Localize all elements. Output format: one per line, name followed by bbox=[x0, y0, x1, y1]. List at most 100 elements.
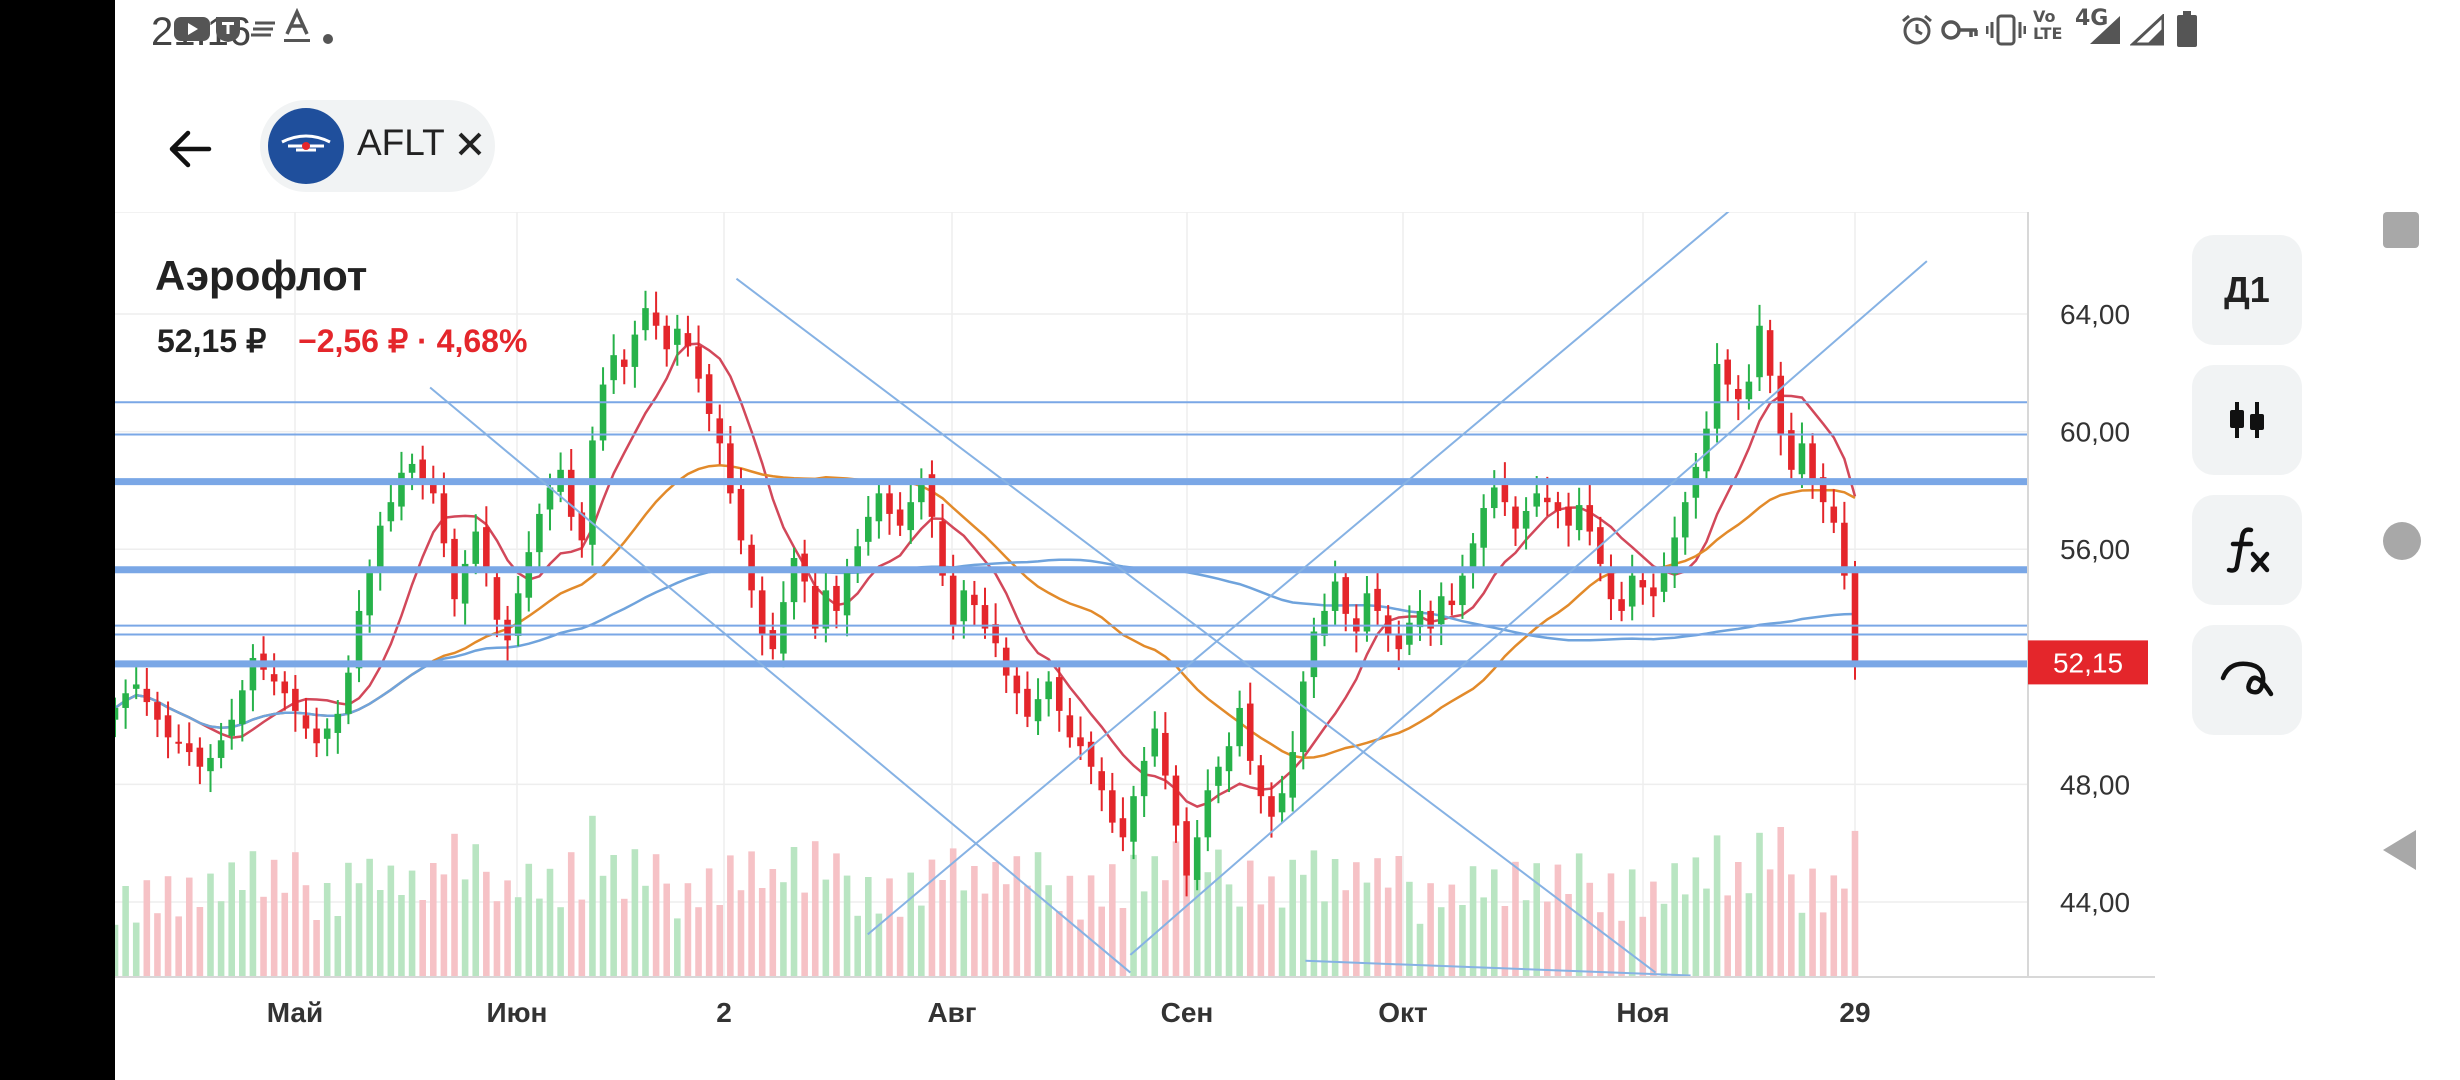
volume-bar bbox=[1448, 884, 1456, 977]
candle-body bbox=[822, 590, 830, 629]
volume-bar bbox=[376, 890, 384, 977]
candle-body bbox=[1087, 741, 1095, 767]
chart-area[interactable]: Май Июн 2 Авг Сен Окт Ноя 29 64,00 60,00 56,00 48,0… bbox=[115, 212, 2155, 1080]
volume-bar bbox=[1193, 844, 1201, 977]
candle-body bbox=[1490, 487, 1498, 509]
indicators-button[interactable] bbox=[2192, 495, 2302, 605]
volume-bar bbox=[1544, 901, 1551, 977]
candle-body bbox=[1331, 581, 1339, 611]
volume-bar bbox=[154, 913, 161, 977]
candle-body bbox=[1268, 796, 1275, 817]
volume-bar bbox=[1671, 863, 1678, 977]
candle-body bbox=[1724, 359, 1731, 385]
candlestick-chart[interactable]: Май Июн 2 Авг Сен Окт Ноя 29 64,00 60,00 56,00 48,0… bbox=[115, 212, 2155, 1080]
candle-body bbox=[811, 585, 819, 629]
candle-body bbox=[1459, 575, 1466, 606]
signal-4g-icon bbox=[2087, 14, 2121, 54]
candle-body bbox=[1851, 571, 1859, 663]
candle-body bbox=[716, 418, 724, 444]
volume-bar bbox=[270, 859, 278, 977]
recents-button[interactable] bbox=[2383, 212, 2419, 248]
volume-bar bbox=[1119, 908, 1127, 977]
time-axis-background bbox=[115, 978, 2155, 1080]
back-button[interactable] bbox=[155, 114, 225, 184]
candle-body bbox=[1374, 588, 1381, 611]
volume-bar bbox=[1416, 923, 1424, 977]
volume-bar bbox=[1798, 912, 1806, 977]
candle-body bbox=[1618, 599, 1625, 611]
volume-bar bbox=[1841, 888, 1848, 977]
candle-body bbox=[132, 684, 140, 689]
volume-bar bbox=[1183, 874, 1190, 977]
candle-body bbox=[1257, 765, 1265, 797]
volume-bar bbox=[939, 880, 946, 977]
volume-bar bbox=[811, 841, 819, 977]
period-button[interactable]: Д1 bbox=[2192, 235, 2302, 345]
candle-body bbox=[1469, 543, 1477, 572]
drawing-tools-button[interactable] bbox=[2192, 625, 2302, 735]
volume-bar bbox=[610, 855, 617, 977]
volume-bar bbox=[620, 898, 628, 977]
volume-bar bbox=[1851, 830, 1859, 977]
candle-body bbox=[960, 590, 968, 622]
candle-body bbox=[472, 531, 480, 564]
candle-body bbox=[313, 728, 320, 744]
volume-bar bbox=[695, 907, 702, 977]
candle-body bbox=[642, 308, 649, 331]
candle-body bbox=[918, 478, 925, 503]
volume-bar bbox=[1140, 891, 1148, 977]
candle-body bbox=[1777, 375, 1785, 435]
volume-bar bbox=[1066, 875, 1074, 977]
trend-line bbox=[429, 386, 1131, 974]
volume-bar bbox=[642, 885, 649, 977]
volume-bar bbox=[1162, 880, 1169, 977]
candle-body bbox=[249, 657, 257, 691]
candle-body bbox=[185, 743, 193, 753]
candle-body bbox=[1448, 600, 1456, 606]
candle-body bbox=[504, 619, 511, 641]
chart-type-button[interactable] bbox=[2192, 365, 2302, 475]
volume-bar bbox=[1830, 875, 1838, 977]
candle-body bbox=[843, 572, 851, 616]
candle-body bbox=[1109, 790, 1116, 823]
candle-body bbox=[1300, 681, 1307, 753]
candle-body bbox=[122, 693, 129, 708]
volume-bar bbox=[472, 844, 480, 977]
volume-bar bbox=[249, 851, 257, 977]
volume-bar bbox=[674, 918, 681, 977]
volume-bar bbox=[1130, 854, 1137, 977]
candle-body bbox=[599, 384, 607, 441]
volume-bar bbox=[780, 882, 787, 977]
volume-bar bbox=[1660, 903, 1668, 977]
candle-body bbox=[610, 355, 617, 381]
volume-bar bbox=[1713, 835, 1721, 977]
candle-body bbox=[1533, 493, 1540, 507]
candle-body bbox=[758, 590, 766, 635]
candle-body bbox=[1660, 569, 1668, 592]
volume-bar bbox=[1427, 883, 1434, 977]
ticker-chip[interactable]: AFLT bbox=[260, 100, 495, 192]
candle-body bbox=[281, 681, 289, 694]
volume-bar bbox=[1406, 881, 1413, 977]
candle-body bbox=[1756, 325, 1763, 378]
candle-body bbox=[684, 333, 692, 347]
volume-bar bbox=[918, 905, 925, 977]
volume-bar bbox=[769, 869, 777, 977]
candle-body bbox=[154, 702, 161, 720]
candle-body bbox=[323, 728, 331, 739]
volume-bar bbox=[1745, 893, 1753, 977]
home-button[interactable] bbox=[2383, 522, 2421, 560]
candle-body bbox=[1013, 675, 1021, 694]
back-nav-button[interactable] bbox=[2380, 828, 2420, 877]
volume-bar bbox=[737, 890, 745, 977]
candle-body bbox=[1841, 522, 1848, 576]
volume-bar bbox=[239, 890, 246, 977]
ticker-close-button[interactable] bbox=[448, 118, 492, 170]
volume-bar bbox=[1300, 874, 1307, 977]
candle-body bbox=[1363, 593, 1371, 632]
volume-bar bbox=[1819, 912, 1827, 977]
close-icon bbox=[458, 132, 482, 156]
volume-bar bbox=[1310, 850, 1318, 977]
volume-bar bbox=[1724, 895, 1731, 977]
aeroflot-logo bbox=[268, 108, 344, 184]
